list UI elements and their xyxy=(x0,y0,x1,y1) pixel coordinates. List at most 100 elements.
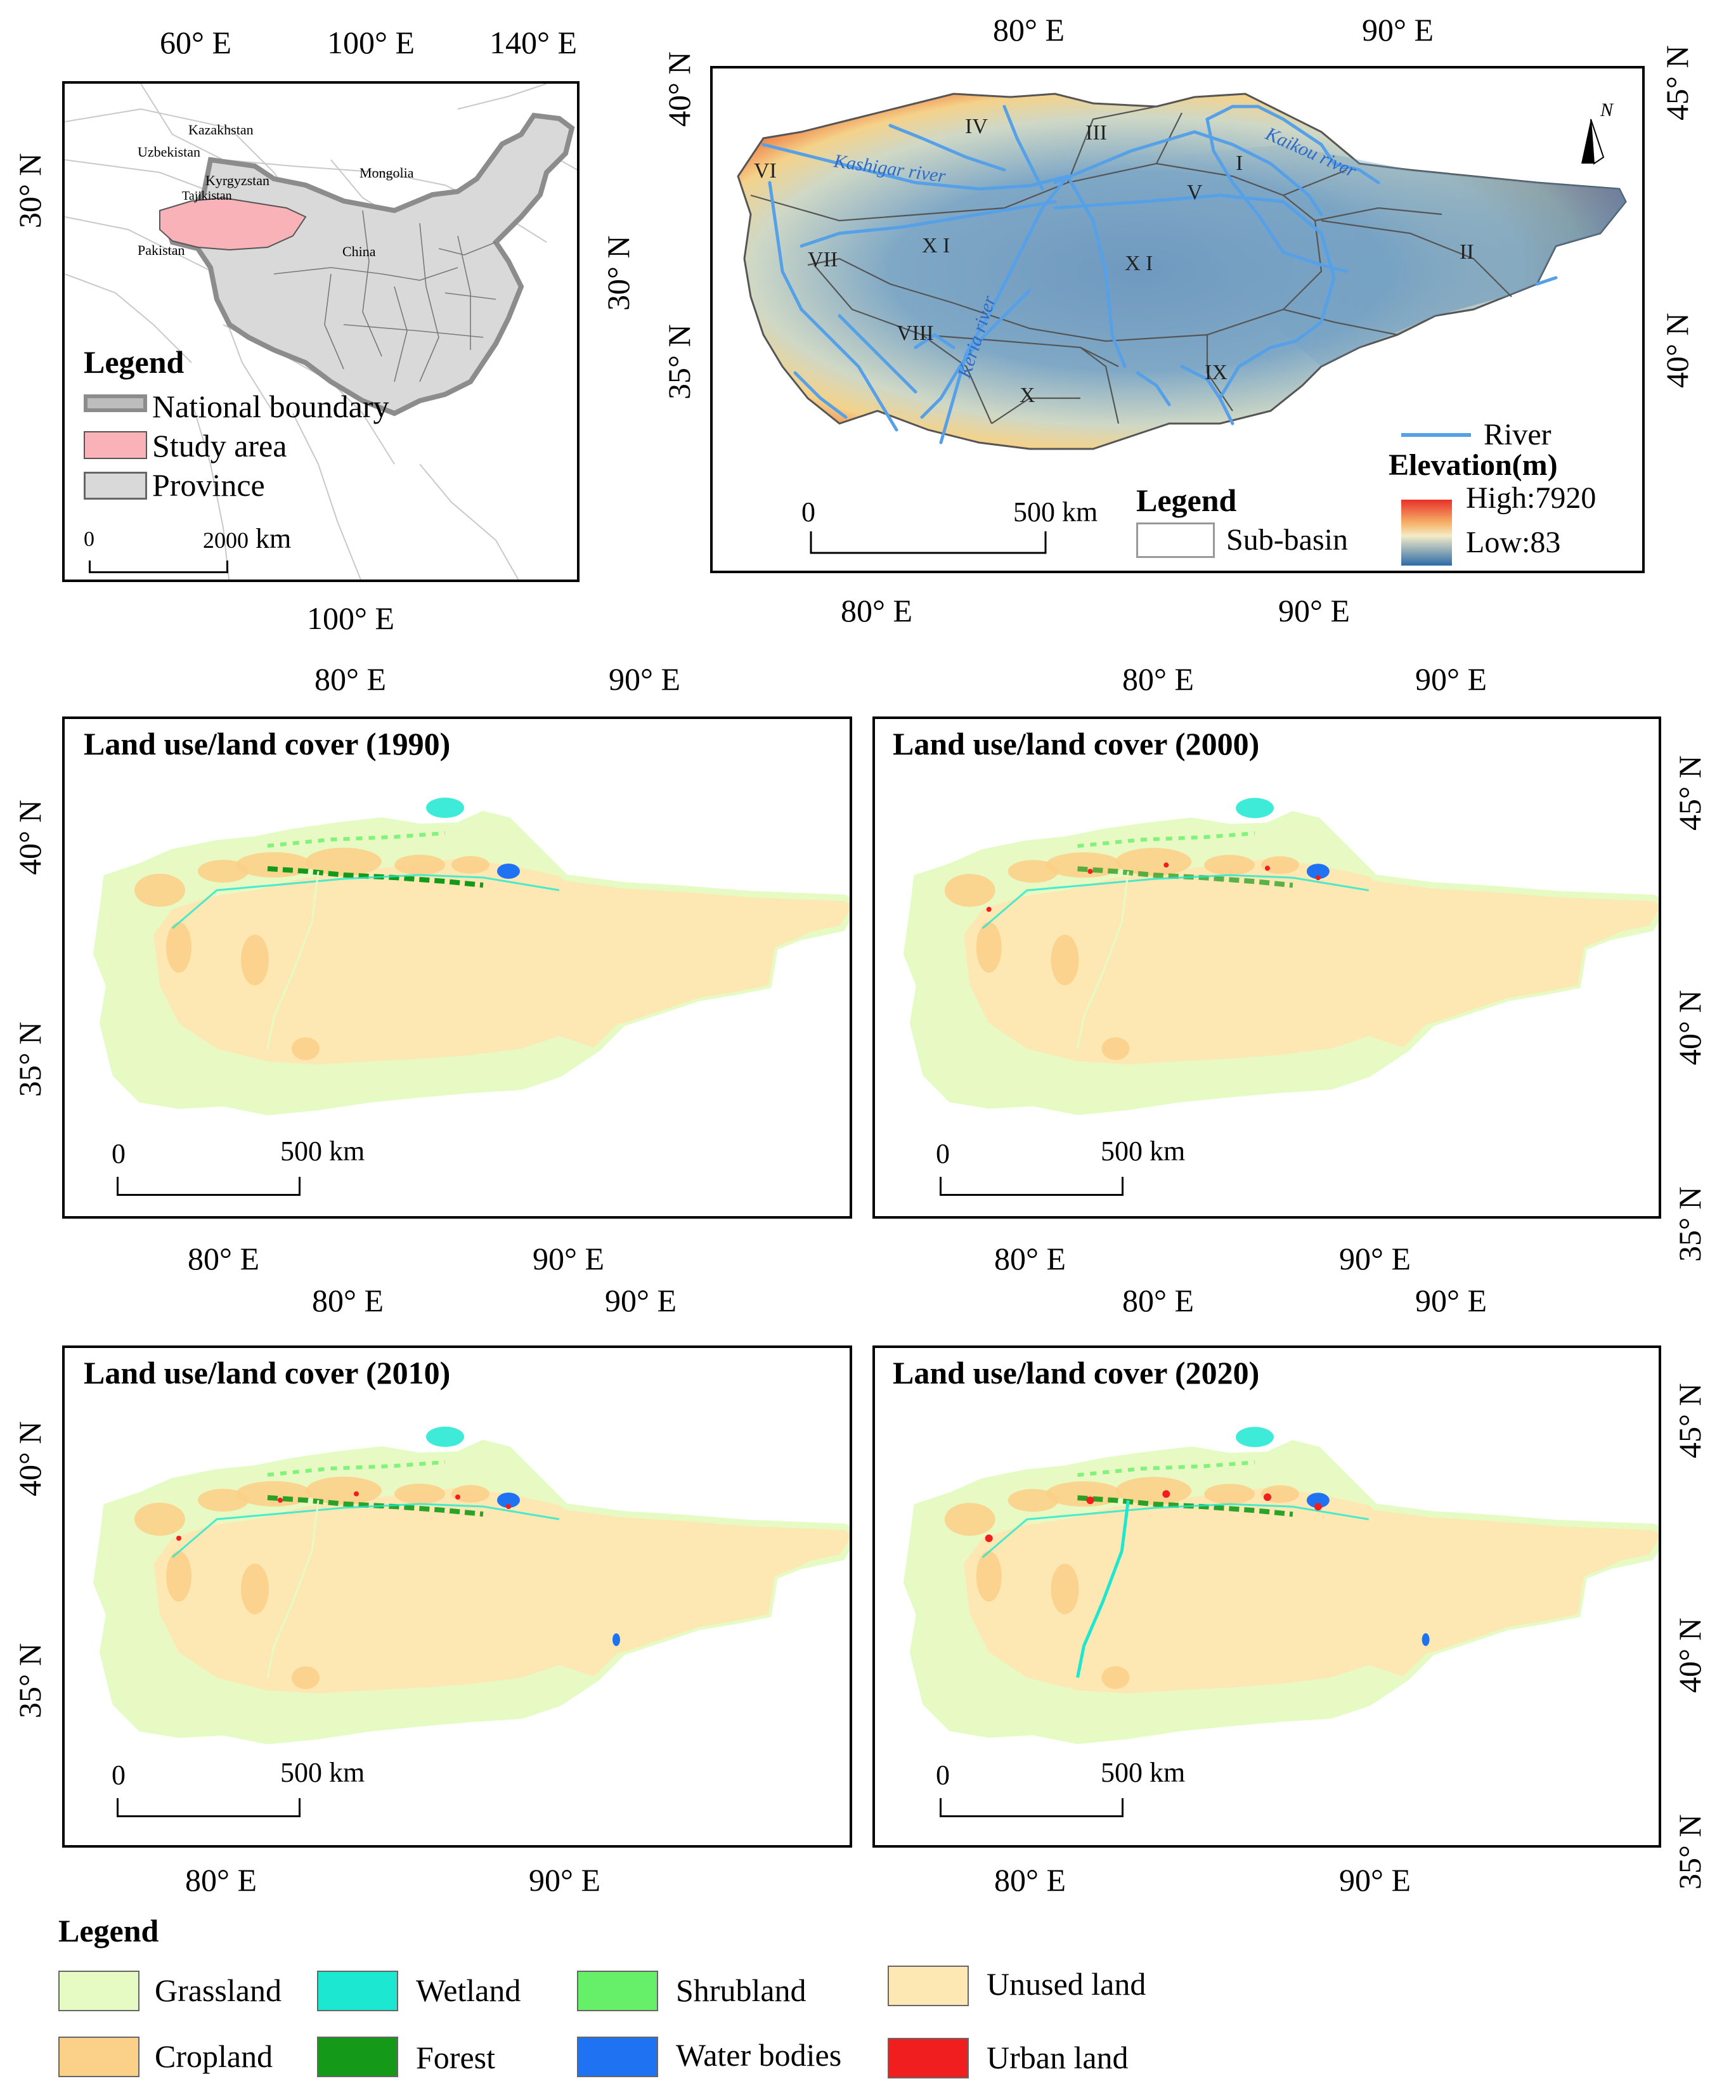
lulc2020-bottom-tick-80: 80° E xyxy=(994,1862,1066,1898)
lulc2010-frame: Land use/land cover (2010) 0 500 km xyxy=(62,1345,852,1848)
cropland-patch xyxy=(1007,1489,1059,1512)
lulc2000-right-tick-35: 35° N xyxy=(1672,1186,1707,1262)
wetland-river xyxy=(172,874,560,930)
urban-patch xyxy=(506,1504,511,1509)
elevation-scale-bar xyxy=(810,531,1047,554)
river-channel xyxy=(266,871,320,1049)
cropland-patch xyxy=(394,855,445,875)
water-body-lake xyxy=(1306,1493,1330,1508)
lulc2020-right-tick-45: 45° N xyxy=(1672,1383,1707,1458)
basin-label-vi: VI xyxy=(754,159,777,183)
lulc2000-scale-end: 500 km xyxy=(1101,1136,1186,1167)
cropland-patch xyxy=(1051,935,1079,985)
legend-national-boundary: National boundary xyxy=(152,389,389,424)
legend-shrubland: Shrubland xyxy=(676,1973,806,2008)
lulc2000-bottom-tick-90: 90° E xyxy=(1339,1241,1411,1276)
wetland-patch xyxy=(1236,1427,1274,1448)
forest-belt xyxy=(267,1495,484,1517)
elevation-low: Low:83 xyxy=(1466,526,1561,559)
lulc2010-left-tick-35: 35° N xyxy=(12,1643,48,1718)
lulc2020-top-tick-80: 80° E xyxy=(1122,1283,1195,1318)
river-channel xyxy=(266,1500,320,1678)
unused-core xyxy=(191,1512,842,1668)
river-legend-line xyxy=(1401,433,1471,437)
cropland-patch xyxy=(198,1489,249,1512)
overview-scale-end: 2000 km xyxy=(203,523,292,554)
cropland-patch xyxy=(944,874,995,907)
lulc2020-scale-bar xyxy=(940,1798,1124,1817)
urban-patch xyxy=(1264,1493,1271,1501)
urban-patch xyxy=(986,907,992,912)
elevation-high: High:7920 xyxy=(1466,481,1597,515)
country-kazakhstan: Kazakhstan xyxy=(188,122,254,138)
urban-patch xyxy=(1163,862,1169,868)
legend-province: Province xyxy=(152,467,265,503)
lulc2000-scale-bar xyxy=(940,1177,1124,1196)
urban-patch xyxy=(1314,1503,1322,1511)
cropland-patch xyxy=(306,848,382,876)
unused-core xyxy=(1001,883,1652,1039)
cropland-patch xyxy=(1046,852,1122,878)
legend-cropland: Cropland xyxy=(155,2038,273,2074)
cropland-patch xyxy=(306,1477,382,1505)
lulc2010-bottom-tick-80: 80° E xyxy=(185,1862,257,1898)
elev-right-tick-45: 45° N xyxy=(1659,45,1695,120)
elev-top-tick-80: 80° E xyxy=(993,12,1065,48)
overview-left-tick: 30° N xyxy=(12,153,48,228)
lulc2010-top-tick-80: 80° E xyxy=(312,1283,384,1318)
urban-patch xyxy=(1087,869,1093,874)
country-kyrgyzstan: Kyrgyzstan xyxy=(205,172,269,188)
cropland-patch xyxy=(1115,848,1192,876)
lulc1990-title: Land use/land cover (1990) xyxy=(84,726,451,762)
shrubland-belt xyxy=(267,1460,446,1477)
lulc2020-title: Land use/land cover (2020) xyxy=(893,1355,1260,1390)
swatch-water-bodies xyxy=(577,2037,658,2077)
lulc2000-top-tick-90: 90° E xyxy=(1415,661,1487,697)
swatch-wetland xyxy=(317,1971,398,2011)
legend-forest: Forest xyxy=(416,2040,495,2075)
overview-right-tick: 30° N xyxy=(600,235,636,311)
subbasin-swatch xyxy=(1136,522,1215,558)
cropland-patch xyxy=(1204,1484,1255,1505)
lulc2010-top-tick-90: 90° E xyxy=(605,1283,677,1318)
lulc2020-right-tick-35: 35° N xyxy=(1672,1814,1707,1889)
forest-belt xyxy=(267,866,484,888)
lulc1990-scale-zero: 0 xyxy=(112,1138,126,1169)
lulc1990-bottom-tick-80: 80° E xyxy=(188,1241,260,1276)
cropland-patch xyxy=(134,1503,185,1536)
urban-patch xyxy=(354,1491,359,1496)
lulc2000-scale-zero: 0 xyxy=(936,1138,950,1169)
legend-study-area: Study area xyxy=(152,428,287,463)
water-body-lake xyxy=(497,864,520,879)
elev-bottom-tick-80: 80° E xyxy=(841,593,913,628)
cropland-patch xyxy=(1046,1481,1122,1507)
lulc1990-scale-bar xyxy=(117,1177,301,1196)
lulc2000-bottom-tick-80: 80° E xyxy=(994,1241,1066,1276)
lulc2020-scale-end: 500 km xyxy=(1101,1757,1186,1788)
unused-core xyxy=(191,883,842,1039)
lulc2000-map xyxy=(903,798,1659,1115)
lulc1990-map xyxy=(93,798,850,1116)
grassland-area xyxy=(906,1443,1407,1741)
legend-subbasin: Sub-basin xyxy=(1226,523,1348,557)
shrubland-belt xyxy=(267,831,446,848)
water-body-lake xyxy=(497,1493,520,1508)
urban-patch xyxy=(1162,1490,1170,1498)
urban-patch xyxy=(455,1494,460,1500)
wetland-river xyxy=(172,1503,560,1559)
basin-label-iv: IV xyxy=(965,115,988,138)
lulc2010-scale-bar xyxy=(117,1798,301,1817)
elev-left-tick-35: 35° N xyxy=(661,324,697,399)
legend-wetland: Wetland xyxy=(416,1973,521,2008)
basin-label-x: X xyxy=(1020,384,1035,407)
urban-patch xyxy=(176,1536,181,1541)
legend-unused-land: Unused land xyxy=(987,1966,1146,2002)
basin-label-ii: II xyxy=(1460,240,1474,264)
country-china: China xyxy=(342,243,376,259)
lulc2000-title: Land use/land cover (2000) xyxy=(893,726,1260,762)
legend-water-bodies: Water bodies xyxy=(676,2037,842,2073)
cropland-patch xyxy=(292,1037,320,1060)
basin-label-viii: VIII xyxy=(897,321,934,345)
lulc1990-left-tick-35: 35° N xyxy=(12,1021,48,1097)
study-area-swatch xyxy=(84,431,147,459)
